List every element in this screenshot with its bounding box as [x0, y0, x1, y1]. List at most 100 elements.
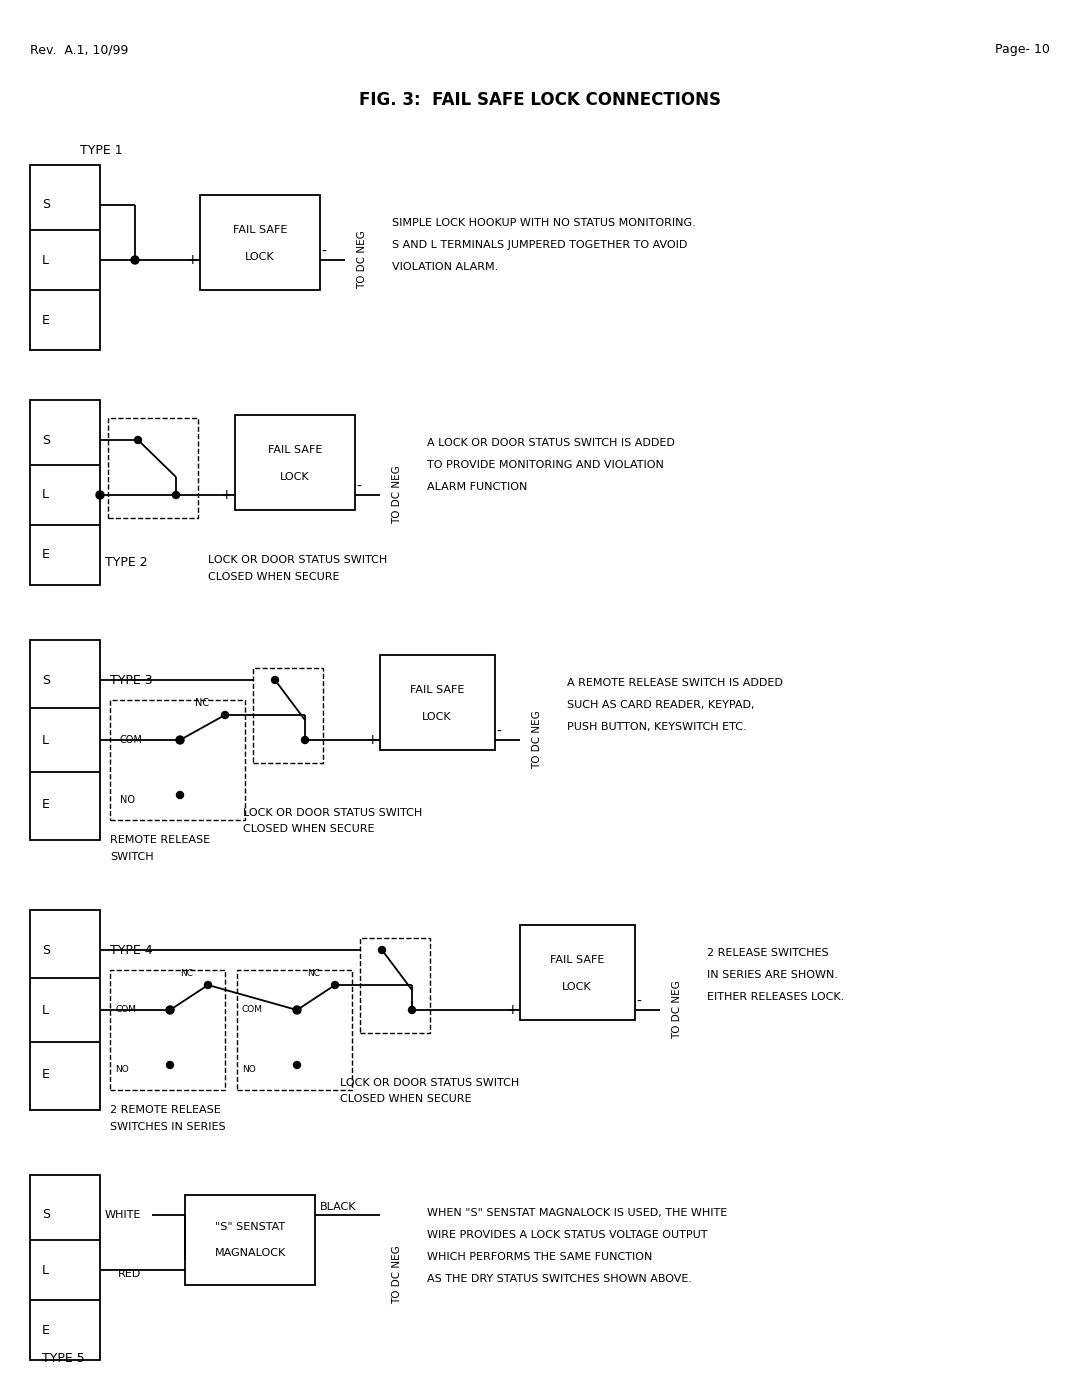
Text: WHEN "S" SENSTAT MAGNALOCK IS USED, THE WHITE: WHEN "S" SENSTAT MAGNALOCK IS USED, THE …	[427, 1208, 727, 1218]
Text: TYPE 3: TYPE 3	[110, 673, 152, 686]
Text: E: E	[42, 313, 50, 327]
Text: COM: COM	[114, 1006, 136, 1014]
Text: FAIL SAFE: FAIL SAFE	[268, 446, 322, 455]
Text: E: E	[42, 549, 50, 562]
Circle shape	[293, 1006, 301, 1014]
Text: CLOSED WHEN SECURE: CLOSED WHEN SECURE	[208, 571, 339, 583]
Text: WHITE: WHITE	[105, 1210, 141, 1220]
Circle shape	[204, 982, 212, 989]
Text: TYPE 2: TYPE 2	[105, 556, 148, 570]
Bar	[360, 937, 430, 1032]
Circle shape	[294, 1062, 300, 1069]
Circle shape	[176, 792, 184, 799]
Bar	[200, 196, 320, 291]
Text: TYPE 5: TYPE 5	[42, 1351, 84, 1365]
Text: L: L	[42, 253, 49, 267]
Text: E: E	[42, 799, 50, 812]
Text: SUCH AS CARD READER, KEYPAD,: SUCH AS CARD READER, KEYPAD,	[567, 700, 755, 710]
Text: NO: NO	[120, 795, 135, 805]
Bar	[108, 418, 198, 518]
Text: LOCK OR DOOR STATUS SWITCH: LOCK OR DOOR STATUS SWITCH	[208, 555, 388, 564]
Circle shape	[176, 736, 184, 745]
Circle shape	[378, 947, 386, 954]
Text: Page- 10: Page- 10	[995, 43, 1050, 56]
Text: S: S	[42, 433, 50, 447]
Text: TYPE 1: TYPE 1	[80, 144, 123, 156]
Text: LOCK: LOCK	[563, 982, 592, 992]
Text: PUSH BUTTON, KEYSWITCH ETC.: PUSH BUTTON, KEYSWITCH ETC.	[567, 722, 746, 732]
Text: NC: NC	[307, 968, 320, 978]
Bar	[110, 700, 245, 820]
Text: WHICH PERFORMS THE SAME FUNCTION: WHICH PERFORMS THE SAME FUNCTION	[427, 1252, 652, 1261]
Text: L: L	[42, 1263, 49, 1277]
Text: SWITCH: SWITCH	[110, 852, 153, 862]
Text: LOCK OR DOOR STATUS SWITCH: LOCK OR DOOR STATUS SWITCH	[340, 1078, 519, 1088]
Text: NO: NO	[114, 1066, 129, 1074]
Bar	[253, 668, 323, 763]
Text: FAIL SAFE: FAIL SAFE	[550, 956, 604, 965]
Text: LOCK OR DOOR STATUS SWITCH: LOCK OR DOOR STATUS SWITCH	[243, 807, 422, 819]
Text: LOCK: LOCK	[422, 712, 451, 722]
Text: WIRE PROVIDES A LOCK STATUS VOLTAGE OUTPUT: WIRE PROVIDES A LOCK STATUS VOLTAGE OUTP…	[427, 1229, 707, 1241]
Circle shape	[221, 711, 229, 718]
Text: TO PROVIDE MONITORING AND VIOLATION: TO PROVIDE MONITORING AND VIOLATION	[427, 460, 664, 469]
Text: REMOTE RELEASE: REMOTE RELEASE	[110, 835, 211, 845]
Circle shape	[135, 436, 141, 443]
Bar	[380, 655, 495, 750]
Bar	[30, 165, 100, 351]
Circle shape	[166, 1006, 174, 1014]
Text: LOCK: LOCK	[280, 472, 310, 482]
Circle shape	[271, 676, 279, 683]
Text: COM: COM	[242, 1006, 264, 1014]
Text: TO DC NEG: TO DC NEG	[672, 981, 681, 1039]
Circle shape	[332, 982, 338, 989]
Bar	[30, 640, 100, 840]
Text: VIOLATION ALARM.: VIOLATION ALARM.	[392, 263, 498, 272]
Text: A LOCK OR DOOR STATUS SWITCH IS ADDED: A LOCK OR DOOR STATUS SWITCH IS ADDED	[427, 439, 675, 448]
Text: TO DC NEG: TO DC NEG	[357, 231, 367, 289]
Text: E: E	[42, 1069, 50, 1081]
Circle shape	[96, 490, 104, 499]
Bar	[519, 925, 635, 1020]
Text: L: L	[42, 489, 49, 502]
Text: FIG. 3:  FAIL SAFE LOCK CONNECTIONS: FIG. 3: FAIL SAFE LOCK CONNECTIONS	[359, 91, 721, 109]
Text: S: S	[42, 198, 50, 211]
Text: S: S	[42, 1208, 50, 1221]
Text: AS THE DRY STATUS SWITCHES SHOWN ABOVE.: AS THE DRY STATUS SWITCHES SHOWN ABOVE.	[427, 1274, 692, 1284]
Text: S: S	[42, 673, 50, 686]
Circle shape	[408, 1006, 416, 1013]
Bar	[30, 400, 100, 585]
Bar	[185, 1194, 315, 1285]
Text: SWITCHES IN SERIES: SWITCHES IN SERIES	[110, 1122, 226, 1132]
Circle shape	[166, 1062, 174, 1069]
Text: -: -	[496, 725, 501, 739]
Text: BLACK: BLACK	[320, 1201, 356, 1213]
Text: Rev.  A.1, 10/99: Rev. A.1, 10/99	[30, 43, 129, 56]
Text: FAIL SAFE: FAIL SAFE	[409, 685, 464, 694]
Text: TYPE 4: TYPE 4	[110, 943, 152, 957]
Text: NO: NO	[242, 1066, 256, 1074]
Text: S AND L TERMINALS JUMPERED TOGETHER TO AVOID: S AND L TERMINALS JUMPERED TOGETHER TO A…	[392, 240, 687, 250]
Text: +: +	[507, 1003, 517, 1017]
Text: ALARM FUNCTION: ALARM FUNCTION	[427, 482, 527, 492]
Text: +: +	[221, 488, 232, 502]
Text: +: +	[186, 253, 198, 267]
Text: CLOSED WHEN SECURE: CLOSED WHEN SECURE	[340, 1094, 472, 1104]
Text: NC: NC	[195, 698, 210, 708]
Text: -: -	[321, 244, 326, 258]
Text: MAGNALOCK: MAGNALOCK	[214, 1248, 285, 1259]
Text: NC: NC	[180, 968, 193, 978]
Text: TO DC NEG: TO DC NEG	[392, 1246, 402, 1305]
Bar	[30, 1175, 100, 1361]
Text: TO DC NEG: TO DC NEG	[392, 465, 402, 524]
Text: CLOSED WHEN SECURE: CLOSED WHEN SECURE	[243, 824, 375, 834]
Text: RED: RED	[118, 1268, 141, 1280]
Text: -: -	[636, 995, 640, 1009]
Text: A REMOTE RELEASE SWITCH IS ADDED: A REMOTE RELEASE SWITCH IS ADDED	[567, 678, 783, 687]
Bar	[235, 415, 355, 510]
Text: LOCK: LOCK	[245, 251, 274, 263]
Text: TO DC NEG: TO DC NEG	[532, 711, 542, 770]
Circle shape	[131, 256, 139, 264]
Text: 2 REMOTE RELEASE: 2 REMOTE RELEASE	[110, 1105, 220, 1115]
Text: 2 RELEASE SWITCHES: 2 RELEASE SWITCHES	[707, 949, 828, 958]
